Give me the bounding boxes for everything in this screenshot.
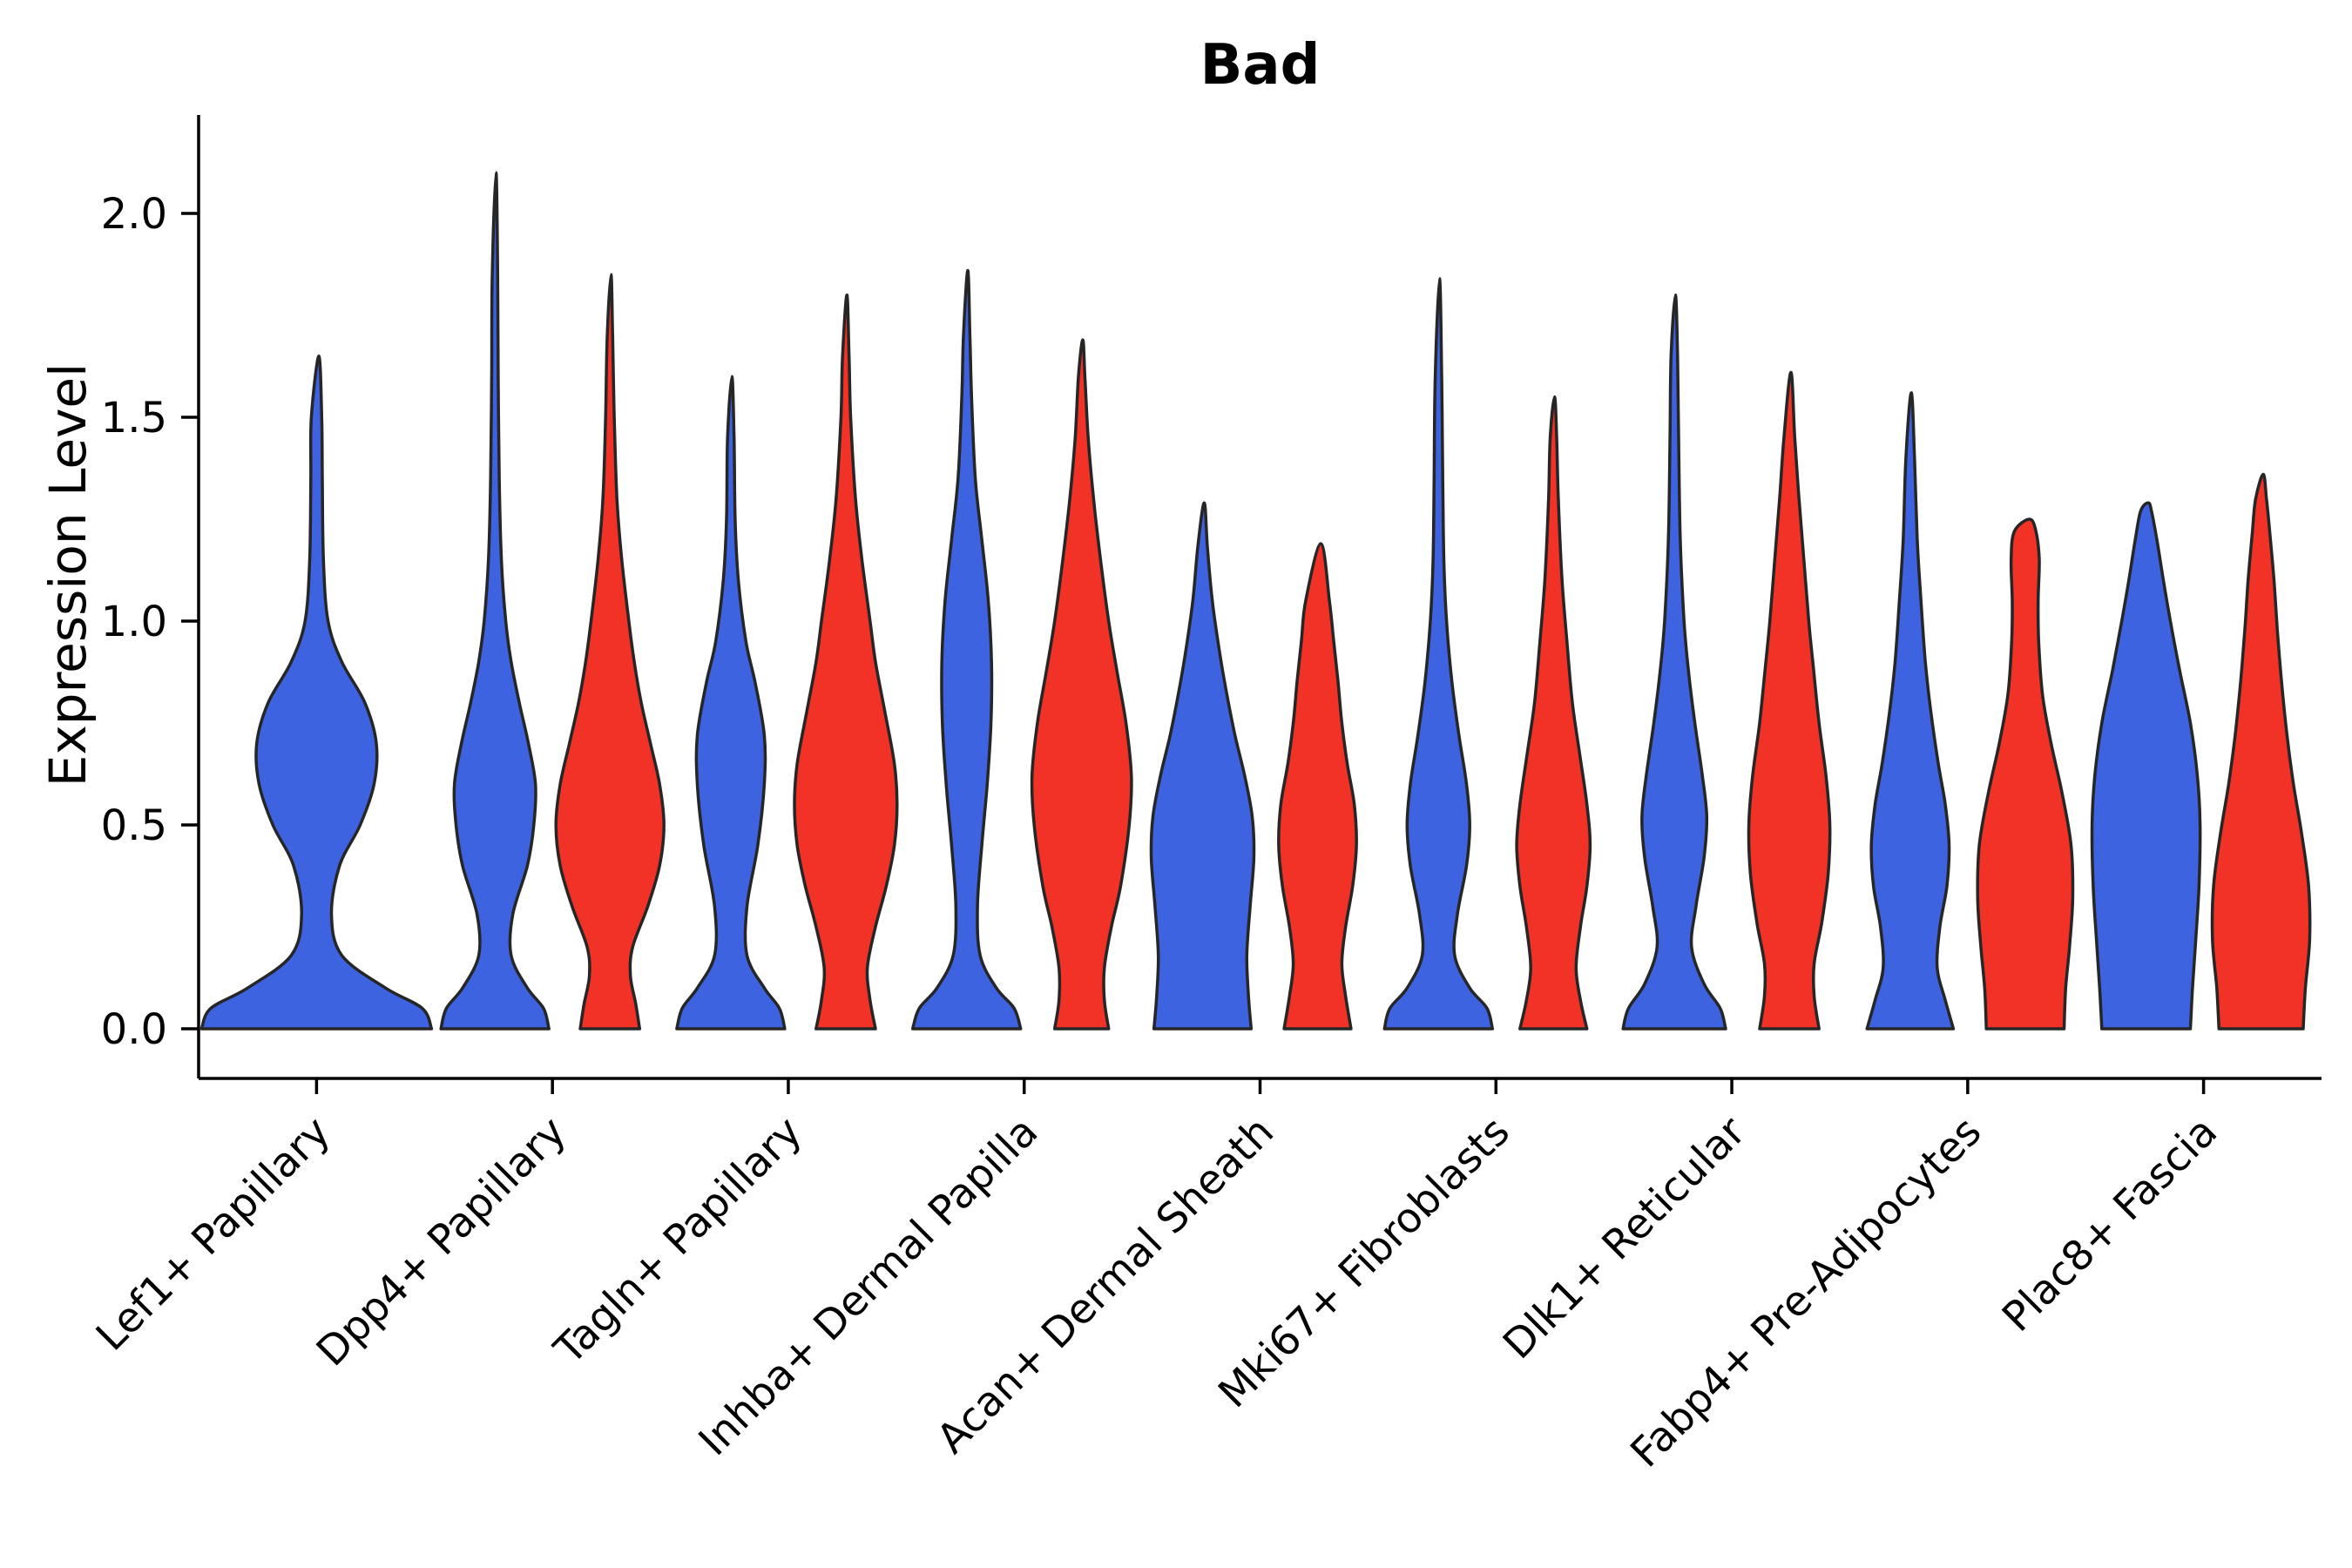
x-tick-label: Dlk1+ Reticular [1494,1107,1755,1369]
violin-red-plac8-fascia [2210,472,2312,1031]
violin-blue-fabp4-pre-adipocytes [1865,391,1956,1031]
violin-blue-mki67-fibroblasts [1382,277,1495,1031]
violin-red-mki67-fibroblasts [1515,395,1592,1031]
violin-red-tagln-papillary [793,293,899,1031]
violin-blue-acan-dermal-sheath [1149,501,1256,1031]
violin-blue-dpp4-papillary [439,171,551,1031]
y-tick-label: 1.5 [101,394,167,443]
violin-blue-inhba-dermal-papilla [910,268,1023,1031]
violin-blue-plac8-fascia [2090,501,2202,1031]
y-axis-label: Expression Level [38,362,98,787]
x-tick-label: Plac8+ Fascia [1993,1108,2227,1342]
y-tick-label: 1.0 [101,598,167,646]
y-tick-label: 2.0 [101,190,167,239]
y-tick-label: 0.5 [101,801,167,850]
y-tick-label: 0.0 [101,1005,167,1054]
chart-title: Bad [1200,33,1321,98]
violin-red-acan-dermal-sheath [1277,542,1358,1031]
x-tick-label: Lef1+ Papillary [87,1108,340,1361]
violin-red-inhba-dermal-papilla [1030,338,1133,1031]
x-tick-label: Dpp4+ Papillary [308,1108,576,1376]
violin-blue-tagln-papillary [675,375,787,1031]
x-tick-label: Tagln+ Papillary [544,1108,811,1375]
violin-red-dpp4-papillary [554,273,666,1031]
violin-blue-dlk1-reticular [1621,293,1727,1031]
violin-red-fabp4-pre-adipocytes [1976,517,2075,1031]
violin-blue-lef1-papillary [199,355,434,1031]
violin-red-dlk1-reticular [1747,370,1832,1031]
